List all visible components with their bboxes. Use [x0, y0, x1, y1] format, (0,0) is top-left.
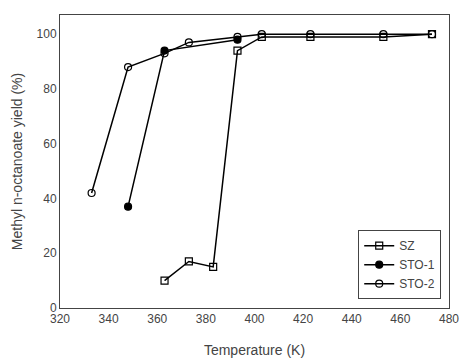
svg-text:60: 60	[43, 137, 57, 151]
svg-text:STO-1: STO-1	[399, 258, 434, 272]
svg-text:480: 480	[439, 312, 459, 326]
svg-text:Temperature (K): Temperature (K)	[204, 342, 305, 358]
svg-text:0: 0	[50, 301, 57, 315]
svg-text:40: 40	[43, 192, 57, 206]
svg-text:SZ: SZ	[399, 239, 414, 253]
svg-text:STO-2: STO-2	[399, 277, 434, 291]
svg-text:80: 80	[43, 82, 57, 96]
svg-text:Methyl n-octanoate yield (%): Methyl n-octanoate yield (%)	[9, 73, 25, 250]
svg-text:340: 340	[99, 312, 119, 326]
svg-text:420: 420	[293, 312, 313, 326]
svg-text:360: 360	[147, 312, 167, 326]
svg-text:320: 320	[50, 312, 70, 326]
svg-text:460: 460	[390, 312, 410, 326]
svg-text:380: 380	[196, 312, 216, 326]
svg-text:440: 440	[342, 312, 362, 326]
svg-text:400: 400	[244, 312, 264, 326]
svg-text:100: 100	[37, 27, 57, 41]
svg-text:20: 20	[43, 246, 57, 260]
